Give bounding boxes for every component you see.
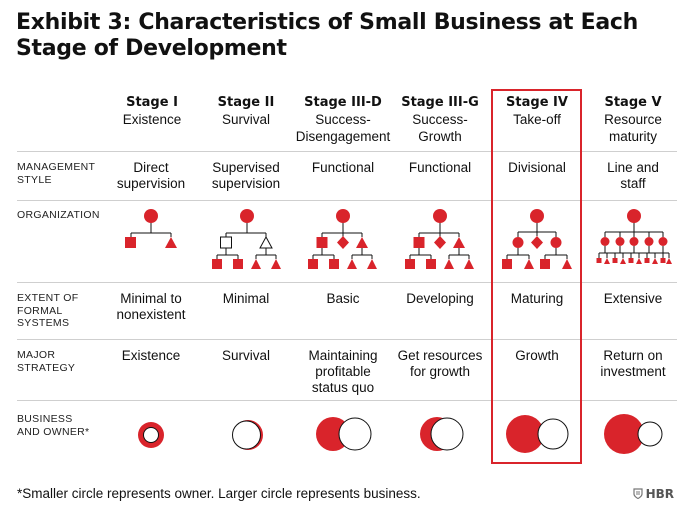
management-style-stage-1: Direct supervision — [116, 160, 186, 191]
business-owner-stage-3g — [420, 417, 464, 451]
formal-systems-stage-3: Basic — [326, 291, 360, 306]
row-divider — [17, 282, 677, 283]
major-strategy-stage-2: Survival — [221, 348, 270, 363]
stage-description: Take-off — [513, 112, 561, 127]
owner-circle — [537, 418, 569, 450]
formal-systems-stage-1: Minimal to nonexistent — [116, 291, 186, 322]
stage-header-3: Stage III-D Success- Disengagement — [288, 94, 398, 145]
row-label-organization: ORGANIZATION — [17, 209, 100, 221]
major-strategy-stage-3: Maintaining profitable status quo — [308, 348, 378, 395]
stage-name: Stage III-D — [304, 95, 382, 110]
major-strategy-stage-1: Existence — [121, 348, 181, 363]
brand-logo: HBR — [632, 487, 674, 501]
owner-circle — [338, 417, 372, 451]
formal-systems-stage-4: Developing — [406, 291, 474, 306]
stage-name: Stage IV — [506, 95, 568, 110]
stage-description: Success- Growth — [412, 112, 468, 144]
management-style-stage-4: Functional — [408, 160, 472, 175]
stage-description: Survival — [221, 112, 270, 127]
stage-header-6: Stage V Resource maturity — [578, 94, 688, 145]
stage-iv-highlight-box — [491, 89, 582, 464]
hbr-shield-icon — [632, 488, 643, 500]
row-divider — [17, 400, 677, 401]
business-owner-stage-3d — [316, 417, 372, 451]
business-owner-stage-1 — [138, 422, 164, 448]
owner-circle — [430, 417, 464, 451]
management-style-stage-2: Supervised supervision — [211, 160, 281, 191]
major-strategy-stage-6: Return on investment — [600, 348, 666, 379]
stage-description: Resource maturity — [604, 112, 662, 144]
management-style-stage-5: Divisional — [508, 160, 566, 175]
row-divider — [17, 200, 677, 201]
owner-circle — [232, 420, 261, 450]
row-label-formal-systems: EXTENT OF FORMAL SYSTEMS — [17, 292, 79, 329]
management-style-stage-6: Line and staff — [607, 160, 659, 191]
page-title: Exhibit 3: Characteristics of Small Busi… — [16, 10, 639, 61]
stage-header-2: Stage II Survival — [191, 94, 301, 128]
stage-name: Stage III-G — [401, 95, 479, 110]
business-owner-stage-5 — [604, 414, 663, 454]
business-owner-stage-2 — [232, 420, 263, 450]
footnote: *Smaller circle represents owner. Larger… — [17, 486, 421, 501]
management-style-stage-3: Functional — [311, 160, 375, 175]
business-circle — [506, 415, 544, 453]
stage-header-1: Stage I Existence — [97, 94, 207, 128]
org-chart-stage-1 — [125, 209, 177, 248]
formal-systems-stage-5: Maturing — [510, 291, 564, 306]
org-chart-stage-3g — [405, 209, 474, 269]
stage-header-4: Stage III-G Success- Growth — [385, 94, 495, 145]
row-label-major-strategy: MAJOR STRATEGY — [17, 349, 76, 374]
business-owner-stage-4 — [506, 415, 569, 453]
brand-name: HBR — [645, 487, 674, 501]
owner-circle — [637, 421, 663, 447]
row-label-management-style: MANAGEMENT STYLE — [17, 161, 96, 186]
major-strategy-stage-4: Get resources for growth — [397, 348, 483, 379]
org-chart-stage-3d — [308, 209, 377, 269]
major-strategy-stage-5: Growth — [515, 348, 559, 363]
stage-description: Existence — [122, 112, 182, 127]
formal-systems-stage-2: Minimal — [222, 291, 270, 306]
owner-circle — [143, 427, 159, 443]
formal-systems-stage-6: Extensive — [603, 291, 663, 306]
org-chart-stage-4 — [502, 209, 572, 269]
row-label-business-owner: BUSINESS AND OWNER* — [17, 413, 90, 438]
row-divider — [17, 339, 677, 340]
org-chart-stage-5 — [596, 209, 672, 264]
stage-name: Stage I — [126, 95, 178, 110]
stage-header-5: Stage IV Take-off — [482, 94, 592, 128]
org-chart-stage-2 — [212, 209, 281, 269]
business-circle — [604, 414, 644, 454]
row-divider — [17, 151, 677, 152]
stage-name: Stage II — [217, 95, 275, 110]
stage-description: Success- Disengagement — [295, 112, 391, 144]
stage-name: Stage V — [604, 95, 662, 110]
